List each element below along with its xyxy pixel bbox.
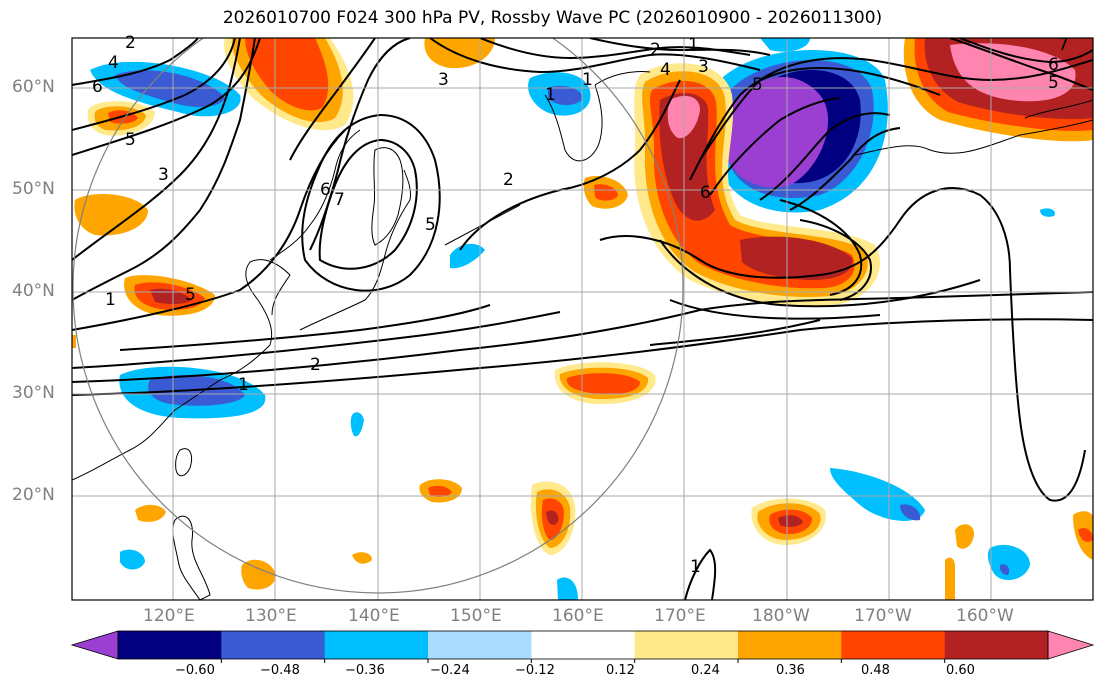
contour-label: 5	[1048, 73, 1059, 93]
coastlines	[72, 38, 1093, 600]
contour-label: 2	[310, 355, 321, 375]
colorbar-tick-label: 0.48	[861, 663, 890, 678]
lon-label-160e: 160°E	[552, 606, 604, 626]
contour-label: 4	[660, 60, 671, 80]
colorbar-tick-label: −0.48	[260, 663, 300, 678]
colorbar-segment	[324, 631, 429, 659]
colorbar-arrow-low	[70, 630, 119, 660]
lon-label-130e: 130°E	[245, 606, 297, 626]
plot-frame	[71, 37, 1094, 601]
lat-label-60n: 60°N	[12, 77, 55, 97]
colorbar-tick-label: 0.36	[776, 663, 805, 678]
colorbar-segment	[738, 631, 842, 659]
lon-label-140e: 140°E	[348, 606, 400, 626]
lon-label-170w: 170°W	[854, 606, 912, 626]
lon-label-160w: 160°W	[956, 606, 1014, 626]
colorbar-segment	[944, 631, 1049, 659]
colorbar-frame	[117, 630, 1049, 660]
colorbar-segment	[428, 631, 532, 659]
colorbar-segment	[221, 631, 326, 659]
colorbar-tick-label: 0.60	[946, 663, 975, 678]
contour-label: 7	[334, 190, 345, 210]
map-grid	[72, 38, 1093, 600]
map-title: 2026010700 F024 300 hPa PV, Rossby Wave …	[222, 8, 883, 28]
colorbar-segment	[634, 631, 739, 659]
contour-label: 5	[425, 215, 436, 235]
contour-label: 1	[688, 35, 699, 55]
colorbar-tick-label: 0.24	[691, 663, 720, 678]
contour-label: 6	[92, 77, 103, 97]
lat-label-40n: 40°N	[12, 281, 55, 301]
colorbar-tick-label: −0.60	[175, 663, 215, 678]
colorbar-tick-label: −0.24	[430, 663, 470, 678]
contour-label: 2	[650, 40, 661, 60]
contour-label: 1	[582, 70, 593, 90]
contour-label: 2	[503, 170, 514, 190]
contour-label: 3	[158, 165, 169, 185]
contour-label: 1	[238, 375, 249, 395]
contour-label: 1	[690, 557, 701, 577]
contour-label: 1	[105, 290, 116, 310]
lon-label-170e: 170°E	[654, 606, 706, 626]
colorbar	[70, 630, 1095, 663]
colorbar-tick-label: −0.36	[345, 663, 385, 678]
contour-label: 2	[125, 33, 136, 53]
contour-label: 6	[320, 180, 331, 200]
colorbar-segment	[531, 631, 636, 659]
contour-label: 3	[438, 70, 449, 90]
colorbar-tick-label: −0.12	[515, 663, 555, 678]
lon-label-150e: 150°E	[450, 606, 502, 626]
contour-label: 1	[545, 85, 556, 105]
contour-label: 6	[700, 183, 711, 203]
contour-label: 5	[125, 130, 136, 150]
pv-contours	[72, 38, 1093, 600]
contour-label: 4	[108, 53, 119, 73]
wave-radius-circle	[72, 38, 684, 594]
contour-label: 6	[1048, 55, 1059, 75]
contour-label: 7	[1058, 35, 1069, 55]
contour-label: 5	[185, 285, 196, 305]
colorbar-segment	[118, 631, 222, 659]
contour-label: 5	[752, 75, 763, 95]
colorbar-tick-label: 0.12	[606, 663, 635, 678]
lat-label-20n: 20°N	[12, 485, 55, 505]
lat-label-50n: 50°N	[12, 179, 55, 199]
contour-label: 3	[698, 57, 709, 77]
colorbar-segment	[841, 631, 946, 659]
lat-label-30n: 30°N	[12, 383, 55, 403]
lon-label-120e: 120°E	[143, 606, 195, 626]
lon-label-180w: 180°W	[752, 606, 810, 626]
colorbar-arrow-high	[1047, 630, 1095, 660]
